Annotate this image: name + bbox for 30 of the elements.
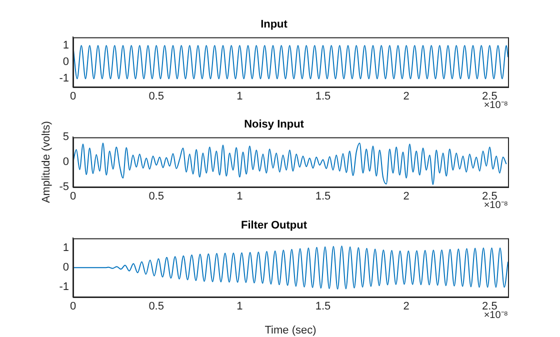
x-tick-label: 1 <box>236 90 243 103</box>
x-tick-label: 0.5 <box>148 90 164 103</box>
text: ×10⁻⁸ <box>484 310 508 321</box>
x-tick-label: 1.5 <box>315 90 331 103</box>
x-tick-label: 1 <box>236 300 243 313</box>
line-series <box>73 246 508 290</box>
x-tick-label: 1.5 <box>315 190 331 203</box>
x-tick-label: 2 <box>403 190 410 203</box>
x-tick-label: 0.5 <box>148 300 164 313</box>
x-tick-label: 2 <box>403 300 410 313</box>
chart-title: Filter Output <box>241 220 308 232</box>
x-tick-label: 2 <box>403 90 410 103</box>
y-tick-label: -5 <box>59 181 69 194</box>
y-tick-label: 0 <box>62 56 69 68</box>
y-tick-label: 5 <box>62 131 69 144</box>
chart-title: Noisy Input <box>244 118 304 131</box>
x-axis-title: Time (sec) <box>264 324 316 336</box>
x-tick-label: 1.5 <box>315 300 331 313</box>
x-tick-label: 1 <box>236 190 243 203</box>
x-tick-label: 0.5 <box>148 190 164 203</box>
y-tick-label: 1 <box>62 242 69 254</box>
y-tick-label: -1 <box>59 281 69 294</box>
y-tick-label: 0 <box>62 156 69 168</box>
y-tick-label: 1 <box>62 40 69 52</box>
text: ×10⁻⁸ <box>484 100 508 111</box>
y-axis-title: Amplitude (volts) <box>40 121 53 204</box>
y-tick-label: -1 <box>59 72 69 85</box>
text: ×10⁻⁸ <box>484 200 508 211</box>
y-tick-label: 0 <box>62 262 69 274</box>
chart-title: Input <box>260 18 288 31</box>
